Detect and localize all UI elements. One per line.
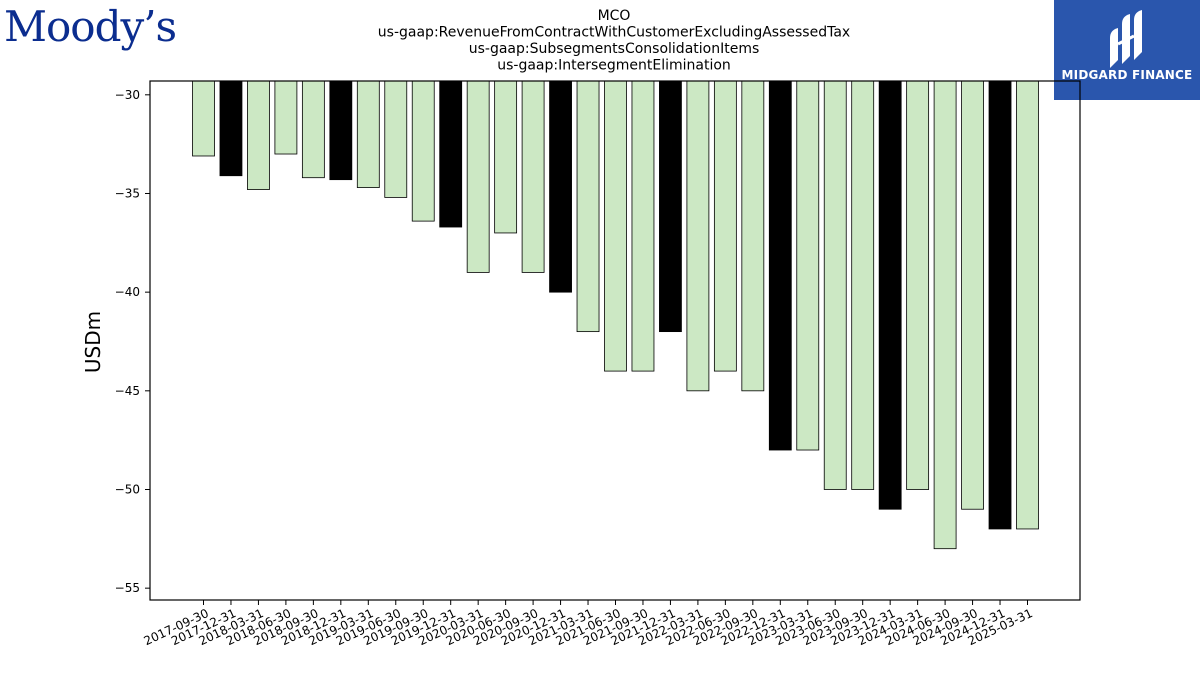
bar [713,80,737,372]
chart-title-line: us-gaap:RevenueFromContractWithCustomerE… [378,25,850,41]
y-tick-label: −40 [115,285,140,299]
bar [933,80,957,550]
x-axis: 2017-09-302017-12-312018-03-312018-06-30… [142,600,1035,648]
bar [521,80,545,273]
chart-title-line: MCO [598,8,631,24]
bar [494,80,518,234]
bar [192,80,215,157]
bar [796,80,820,451]
bar [329,80,353,181]
y-tick-label: −45 [115,384,140,398]
y-axis-label: USDm [81,311,105,373]
bar [768,80,792,451]
bar [851,80,875,490]
bar [906,80,930,490]
y-tick-label: −55 [115,581,140,595]
bar [411,80,435,222]
bar [384,80,408,198]
y-tick-label: −50 [115,482,140,496]
bar [878,80,902,510]
midgard-mark-icon [1110,10,1142,68]
bar [961,80,984,510]
bar [686,80,710,392]
y-tick-label: −30 [115,88,140,102]
bar [604,80,627,372]
y-tick-label: −35 [115,186,140,200]
bar [219,80,243,177]
bar [274,80,298,155]
y-axis: −30 −35 −40 −45 −50 −55 [115,88,150,595]
bars [192,80,1039,550]
moodys-logo: Moody’s [4,2,177,51]
midgard-finance-logo: MIDGARD FINANCE [1054,0,1200,100]
bar [823,80,847,490]
midgard-brand-text: MIDGARD FINANCE [1061,68,1193,82]
bar [741,80,765,392]
bar [439,80,463,228]
chart-title: MCOus-gaap:RevenueFromContractWithCustom… [378,8,850,74]
chart-title-line: us-gaap:SubsegmentsConsolidationItems [469,41,760,57]
plot-frame [149,80,1081,601]
bar [988,80,1012,530]
bar [247,80,270,190]
bar [576,80,600,333]
bar [631,80,655,372]
bar [356,80,380,188]
bar [466,80,490,273]
bar [1016,80,1039,530]
bar [301,80,325,179]
chart-title-line: us-gaap:IntersegmentElimination [497,58,731,74]
bar [659,80,682,333]
bar [549,80,572,293]
